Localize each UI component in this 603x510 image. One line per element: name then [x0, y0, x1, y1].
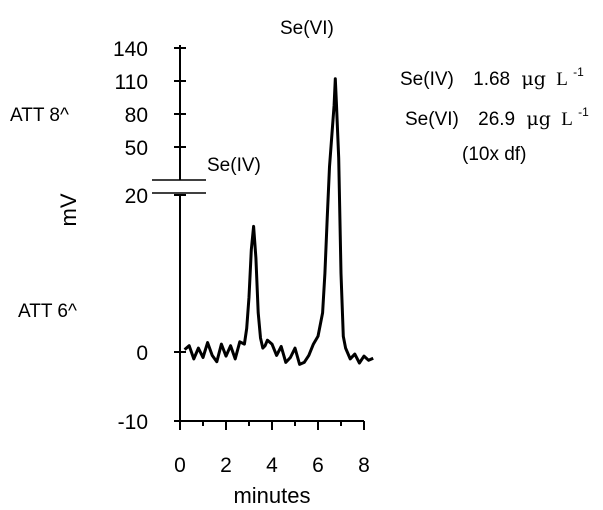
x-tick-label: 6: [312, 454, 324, 477]
y-axis-title: mV: [56, 193, 81, 226]
x-tick-label: 8: [358, 454, 370, 477]
y-tick-label: 50: [125, 137, 148, 160]
concentration-se-vi: Se(VI) 26.9 μg L -1: [405, 105, 589, 130]
concentration-se-iv-value: 1.68: [473, 69, 510, 90]
x-axis-title: minutes: [233, 483, 310, 508]
y-tick-label: 20: [125, 185, 148, 208]
x-tick-label: 4: [266, 454, 278, 477]
y-tick-label: -10: [118, 411, 148, 434]
attenuation-label-lower: ATT 6^: [18, 301, 77, 322]
y-tick-label: 140: [113, 38, 148, 61]
concentration-se-iv-unit-l: L: [556, 69, 568, 90]
concentration-se-iv-unit-exp: -1: [573, 65, 584, 79]
concentration-se-vi-species: Se(VI): [405, 109, 459, 130]
concentration-se-iv-species: Se(IV): [400, 69, 454, 90]
peak-label-se-iv: Se(IV): [207, 155, 261, 176]
concentration-se-vi-unit-mu: μg: [526, 108, 551, 130]
x-tick-label: 2: [220, 454, 232, 477]
concentration-se-vi-unit-exp: -1: [578, 105, 589, 119]
dilution-note: (10x df): [462, 144, 526, 165]
chromatogram-trace: [183, 77, 374, 366]
y-tick-label: 0: [136, 342, 148, 365]
concentration-se-iv: Se(IV) 1.68 μg L -1: [400, 65, 584, 90]
concentration-se-iv-unit-mu: μg: [521, 68, 546, 90]
concentration-se-vi-value: 26.9: [478, 109, 515, 130]
attenuation-label-upper: ATT 8^: [10, 105, 69, 126]
y-tick-label: 110: [115, 71, 148, 94]
concentration-se-vi-unit-l: L: [561, 109, 573, 130]
peak-label-se-vi: Se(VI): [280, 18, 334, 39]
x-tick-label: 0: [174, 454, 186, 477]
y-tick-label: 80: [125, 104, 148, 127]
